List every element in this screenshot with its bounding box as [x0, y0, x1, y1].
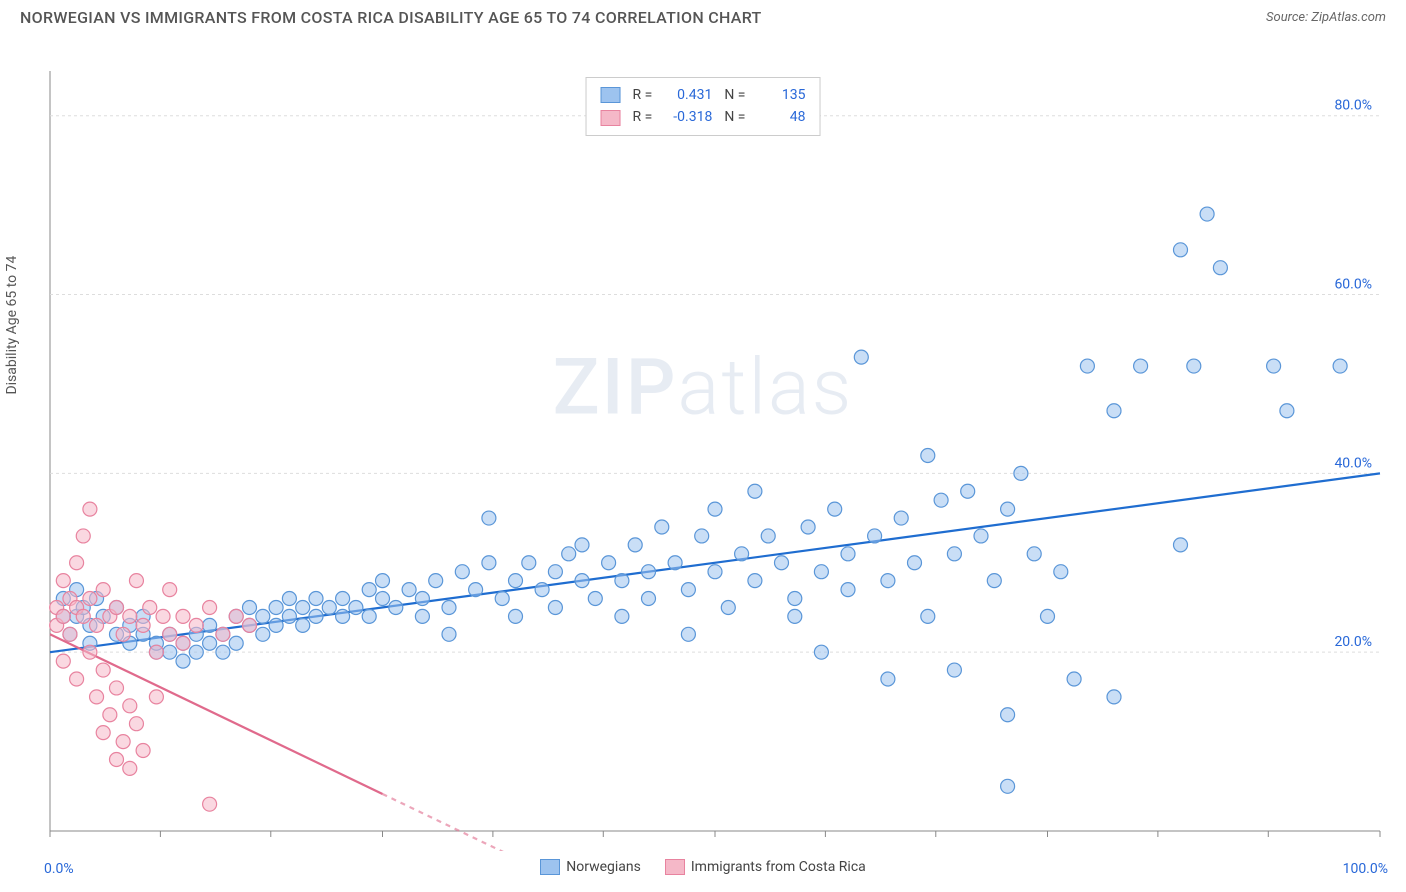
- series-legend: Norwegians Immigrants from Costa Rica: [0, 853, 1406, 881]
- svg-text:20.0%: 20.0%: [1334, 634, 1372, 650]
- legend-label: Immigrants from Costa Rica: [691, 859, 866, 875]
- r-label: R =: [633, 106, 653, 128]
- x-axis-max-label: 100.0%: [1343, 861, 1388, 877]
- y-axis-label: Disability Age 65 to 74: [4, 256, 20, 395]
- n-label: N =: [724, 106, 745, 128]
- r-value: 0.431: [664, 84, 712, 106]
- stat-legend-row: R = -0.318 N = 48: [601, 106, 806, 128]
- correlation-scatter-chart: Disability Age 65 to 74 20.0% 40.0% 60.0% 8…: [0, 31, 1406, 881]
- scatter-plot-svg: 20.0% 40.0% 60.0% 80.0%: [0, 31, 1406, 851]
- chart-title: NORWEGIAN VS IMMIGRANTS FROM COSTA RICA …: [20, 8, 762, 27]
- legend-label: Norwegians: [566, 859, 641, 875]
- n-label: N =: [724, 84, 745, 106]
- svg-text:80.0%: 80.0%: [1334, 98, 1372, 114]
- source-attribution: Source: ZipAtlas.com: [1266, 10, 1386, 25]
- legend-item: Immigrants from Costa Rica: [665, 859, 866, 875]
- legend-swatch: [540, 859, 560, 875]
- stat-legend-row: R = 0.431 N = 135: [601, 84, 806, 106]
- svg-text:60.0%: 60.0%: [1334, 277, 1372, 293]
- correlation-stats-legend: R = 0.431 N = 135 R = -0.318 N = 48: [586, 77, 821, 136]
- x-axis-min-label: 0.0%: [44, 861, 74, 877]
- legend-swatch: [665, 859, 685, 875]
- n-value: 48: [757, 106, 805, 128]
- legend-swatch: [601, 110, 621, 126]
- r-value: -0.318: [664, 106, 712, 128]
- legend-item: Norwegians: [540, 859, 641, 875]
- r-label: R =: [633, 84, 653, 106]
- legend-swatch: [601, 87, 621, 103]
- svg-text:40.0%: 40.0%: [1334, 455, 1372, 471]
- n-value: 135: [757, 84, 805, 106]
